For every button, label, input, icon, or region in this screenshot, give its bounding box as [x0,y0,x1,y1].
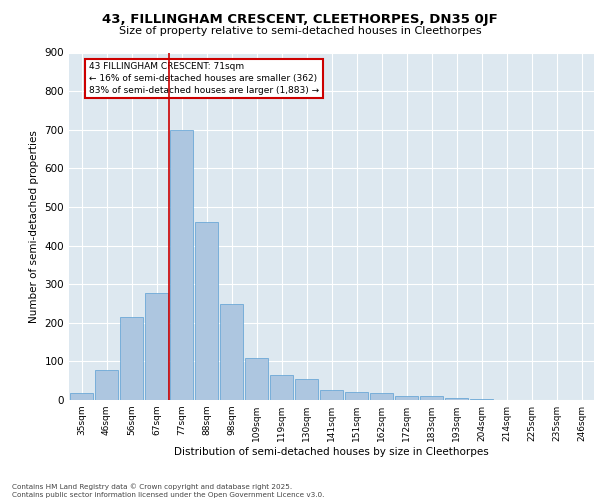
Bar [170,130,193,400]
Bar [420,396,443,400]
Bar [195,222,218,400]
Bar [270,375,293,400]
X-axis label: Distribution of semi-detached houses by size in Cleethorpes: Distribution of semi-detached houses by … [174,447,489,457]
Bar [295,379,318,400]
Text: 43, FILLINGHAM CRESCENT, CLEETHORPES, DN35 0JF: 43, FILLINGHAM CRESCENT, CLEETHORPES, DN… [102,12,498,26]
Bar [470,399,493,400]
Bar [70,394,93,400]
Bar [320,390,343,400]
Bar [120,317,143,400]
Bar [345,392,368,400]
Text: Size of property relative to semi-detached houses in Cleethorpes: Size of property relative to semi-detach… [119,26,481,36]
Bar [220,304,243,400]
Bar [95,370,118,400]
Y-axis label: Number of semi-detached properties: Number of semi-detached properties [29,130,39,322]
Text: Contains HM Land Registry data © Crown copyright and database right 2025.
Contai: Contains HM Land Registry data © Crown c… [12,484,325,498]
Text: 43 FILLINGHAM CRESCENT: 71sqm
← 16% of semi-detached houses are smaller (362)
83: 43 FILLINGHAM CRESCENT: 71sqm ← 16% of s… [89,62,319,95]
Bar [370,393,393,400]
Bar [445,398,468,400]
Bar [145,292,168,400]
Bar [245,358,268,400]
Bar [395,396,418,400]
